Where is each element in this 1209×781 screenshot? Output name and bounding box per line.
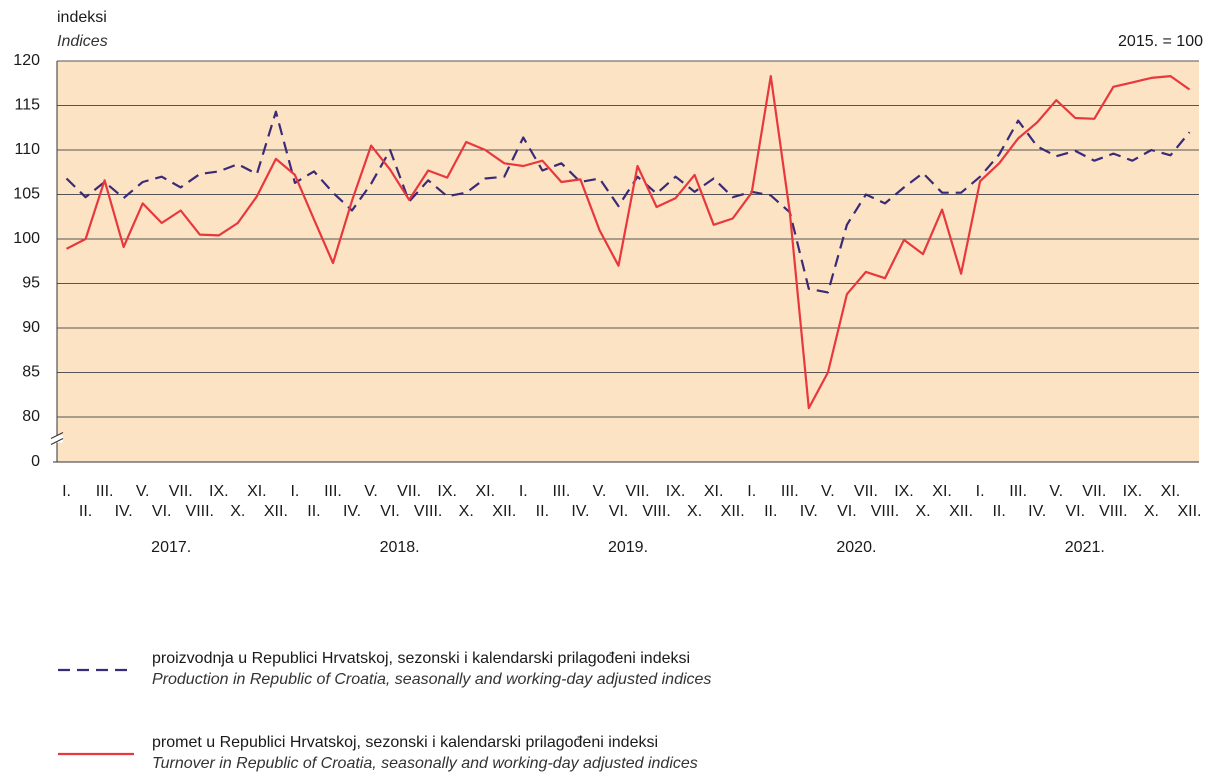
x-tick-label: II.: [764, 503, 777, 520]
x-tick-label: X.: [230, 503, 245, 520]
x-tick-label: I.: [519, 483, 528, 500]
x-tick-label: IV.: [800, 503, 818, 520]
x-tick-label: VIII.: [1099, 503, 1127, 520]
x-tick-label: VI.: [152, 503, 172, 520]
x-tick-label: XI.: [247, 483, 267, 500]
x-tick-label: II.: [536, 503, 549, 520]
x-tick-label: IX.: [1123, 483, 1143, 500]
plot-background: [57, 61, 1199, 462]
x-tick-label: IX.: [437, 483, 457, 500]
x-tick-label: VII.: [1082, 483, 1106, 500]
x-tick-label: VII.: [854, 483, 878, 500]
year-label: 2020.: [836, 539, 876, 556]
x-tick-label: X.: [459, 503, 474, 520]
y-tick-label: 110: [14, 141, 40, 158]
y-axis-label: indeksi: [57, 9, 107, 26]
x-tick-label: X.: [1144, 503, 1159, 520]
x-tick-label: X.: [687, 503, 702, 520]
x-tick-label: IV.: [115, 503, 133, 520]
x-tick-label: X.: [915, 503, 930, 520]
x-tick-label: VIII.: [186, 503, 214, 520]
x-tick-label: III.: [552, 483, 570, 500]
x-tick-label: IV.: [1028, 503, 1046, 520]
x-tick-label: II.: [992, 503, 1005, 520]
x-tick-label: III.: [96, 483, 114, 500]
legend-label-en: Production in Republic of Croatia, seaso…: [152, 671, 711, 688]
x-tick-label: V.: [1049, 483, 1063, 500]
x-tick-label: VI.: [609, 503, 629, 520]
y-tick-label: 90: [22, 319, 40, 336]
year-label: 2017.: [151, 539, 191, 556]
x-tick-label: V.: [821, 483, 835, 500]
legend-label: proizvodnja u Republici Hrvatskoj, sezon…: [152, 650, 690, 667]
x-tick-label: IV.: [571, 503, 589, 520]
x-tick-label: XII.: [1177, 503, 1201, 520]
x-tick-label: XII.: [264, 503, 288, 520]
x-tick-label: III.: [781, 483, 799, 500]
x-tick-label: XII.: [721, 503, 745, 520]
y-tick-label: 0: [31, 453, 40, 470]
y-tick-label: 120: [13, 52, 40, 69]
x-tick-label: I.: [62, 483, 71, 500]
year-label: 2021.: [1065, 539, 1105, 556]
x-tick-label: VI.: [1066, 503, 1086, 520]
year-label: 2019.: [608, 539, 648, 556]
x-tick-label: III.: [324, 483, 342, 500]
x-tick-label: IX.: [894, 483, 914, 500]
y-tick-label: 80: [22, 408, 40, 425]
x-tick-label: I.: [976, 483, 985, 500]
x-tick-label: VI.: [837, 503, 857, 520]
series-line: [65, 110, 1191, 294]
x-tick-label: VIII.: [871, 503, 899, 520]
x-tick-label: I.: [747, 483, 756, 500]
x-tick-label: VIII.: [414, 503, 442, 520]
y-tick-label: 115: [14, 97, 40, 114]
axis-break: [50, 438, 64, 445]
x-tick-label: XII.: [949, 503, 973, 520]
year-label: 2018.: [380, 539, 420, 556]
x-tick-label: VIII.: [642, 503, 670, 520]
x-tick-label: IX.: [666, 483, 686, 500]
x-tick-label: XI.: [704, 483, 724, 500]
x-tick-label: V.: [136, 483, 150, 500]
y-axis-label-en: Indices: [57, 33, 108, 50]
x-tick-label: II.: [79, 503, 92, 520]
x-tick-label: VII.: [626, 483, 650, 500]
x-tick-label: XI.: [475, 483, 495, 500]
x-tick-label: XI.: [1161, 483, 1181, 500]
x-tick-label: V.: [593, 483, 607, 500]
x-tick-label: VI.: [380, 503, 400, 520]
x-tick-label: II.: [307, 503, 320, 520]
y-tick-label: 85: [22, 364, 40, 381]
axis-break: [50, 432, 64, 439]
axis-break-gap: [51, 435, 63, 443]
legend-label: promet u Republici Hrvatskoj, sezonski i…: [152, 734, 658, 751]
legend-label-en: Turnover in Republic of Croatia, seasona…: [152, 755, 698, 772]
y-tick-label: 95: [22, 275, 40, 292]
base-note: 2015. = 100: [1118, 33, 1203, 50]
y-tick-label: 100: [13, 230, 40, 247]
x-tick-label: XII.: [492, 503, 516, 520]
x-tick-label: III.: [1009, 483, 1027, 500]
x-tick-label: VII.: [397, 483, 421, 500]
x-tick-label: IV.: [343, 503, 361, 520]
x-tick-label: VII.: [169, 483, 193, 500]
x-tick-label: I.: [290, 483, 299, 500]
series-line: [65, 75, 1191, 410]
x-tick-label: V.: [364, 483, 378, 500]
y-tick-label: 105: [13, 186, 40, 203]
x-tick-label: XI.: [932, 483, 952, 500]
x-tick-label: IX.: [209, 483, 229, 500]
